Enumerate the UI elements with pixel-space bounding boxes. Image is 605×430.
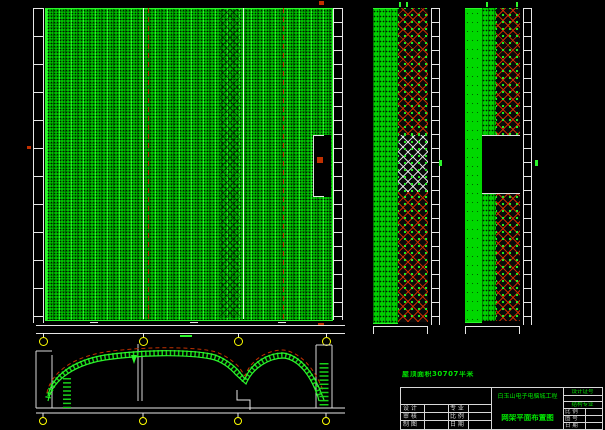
sig-label: 审 核 [403, 413, 417, 420]
dimension-dash [278, 322, 286, 323]
small-green-tick [406, 2, 408, 7]
dept-text: 结构专业 [571, 402, 594, 408]
red-mark-bottom [318, 323, 324, 325]
title-block-row-line [401, 420, 491, 421]
title-block: 设 计 专 业 审 核 比 例 制 图 日 期 白玉山电子电脑城工程 网架平面布… [400, 387, 603, 430]
bubble-leader [42, 413, 327, 417]
truss-lattice-web [45, 349, 323, 399]
red-mark-notch [317, 157, 323, 163]
bubble-leader [238, 333, 239, 337]
title-block-row-line [563, 422, 602, 423]
bubble-leader [43, 333, 44, 337]
sig-label: 比 例 [450, 413, 464, 420]
truss-bottom-chord [47, 355, 320, 402]
cert-text: 设计证号 [571, 389, 594, 395]
small-green-tick [399, 2, 401, 7]
title-block-row-line [563, 401, 602, 402]
main-plan-gridline-1 [143, 8, 144, 319]
title-block-divider [491, 388, 492, 429]
grid-bubble [234, 417, 242, 425]
dimension-dash [90, 322, 98, 323]
red-mark-left [27, 146, 31, 149]
sig-label: 日 期 [450, 421, 464, 428]
title-block-col-line [585, 408, 586, 429]
step-notch-outline [236, 390, 251, 410]
plan-dimension-line-1 [36, 325, 345, 326]
grid-bubble [39, 337, 48, 346]
info-label: 图 号 [565, 416, 578, 422]
title-block-row-line [563, 395, 602, 396]
plan-dimension-line-2 [36, 333, 345, 334]
main-plan-diamond-column [220, 9, 240, 318]
small-green-dash [180, 335, 192, 337]
main-plan-right-ruler [333, 8, 343, 320]
dimension-dash [190, 322, 198, 323]
small-green-tick [516, 2, 518, 7]
bubble-leader [326, 333, 327, 337]
mid-strip-dimension [373, 326, 428, 334]
truss-top-chord [47, 350, 325, 401]
title-block-row-line [401, 404, 491, 405]
title-block-col-line [468, 404, 469, 429]
drawing-title: 网架平面布置图 [501, 414, 554, 421]
title-block-row-line [401, 412, 491, 413]
main-plan-gridline-2 [243, 8, 244, 319]
title-block-row-line [563, 408, 602, 409]
right-strip-ruler [523, 8, 532, 325]
sig-label: 制 图 [403, 421, 417, 428]
info-label: 日 期 [565, 423, 578, 429]
main-plan-centerline-1 [148, 8, 149, 319]
project-name: 白玉山电子电脑城工程 [497, 393, 558, 400]
right-strip-opening-notch [482, 135, 520, 194]
grid-bubble [139, 417, 147, 425]
title-block-row-line [563, 415, 602, 416]
title-block-col-line [448, 404, 449, 429]
notch-bottom-tick [314, 196, 324, 197]
small-green-annotation [535, 160, 538, 166]
sig-label: 专 业 [450, 405, 464, 412]
grid-bubble [139, 337, 148, 346]
title-block-col-line [424, 404, 425, 429]
elevation-view [35, 344, 345, 425]
info-label: 比 例 [565, 409, 578, 415]
roof-area-note: 屋顶面积30707平米 [402, 371, 474, 378]
dimension-end-tick [373, 327, 374, 334]
sig-label: 设 计 [403, 405, 417, 412]
grid-bubble [39, 417, 47, 425]
main-plan-left-ruler [33, 8, 44, 323]
notch-top-tick [314, 135, 324, 136]
right-strip-solid-band [465, 8, 482, 323]
main-plan-centerline-2 [283, 8, 284, 319]
small-green-tick [486, 2, 488, 7]
dimension-end-tick [465, 327, 466, 334]
mid-strip-dotted-band [373, 8, 398, 324]
bubble-leader [143, 333, 144, 337]
right-strip-dimension [465, 326, 520, 334]
left-support-line [35, 350, 53, 408]
mid-strip-ruler [431, 8, 440, 325]
grid-bubble [322, 417, 330, 425]
green-arrow-marker [131, 355, 137, 364]
main-roof-plan-hatch [45, 8, 333, 321]
red-mark-top [319, 1, 324, 5]
small-green-annotation [439, 160, 442, 166]
grid-bubble [234, 337, 243, 346]
dimension-end-tick [427, 327, 428, 334]
mid-strip-white-band [398, 135, 428, 192]
main-plan-opening-notch [313, 135, 331, 197]
dimension-end-tick [519, 327, 520, 334]
